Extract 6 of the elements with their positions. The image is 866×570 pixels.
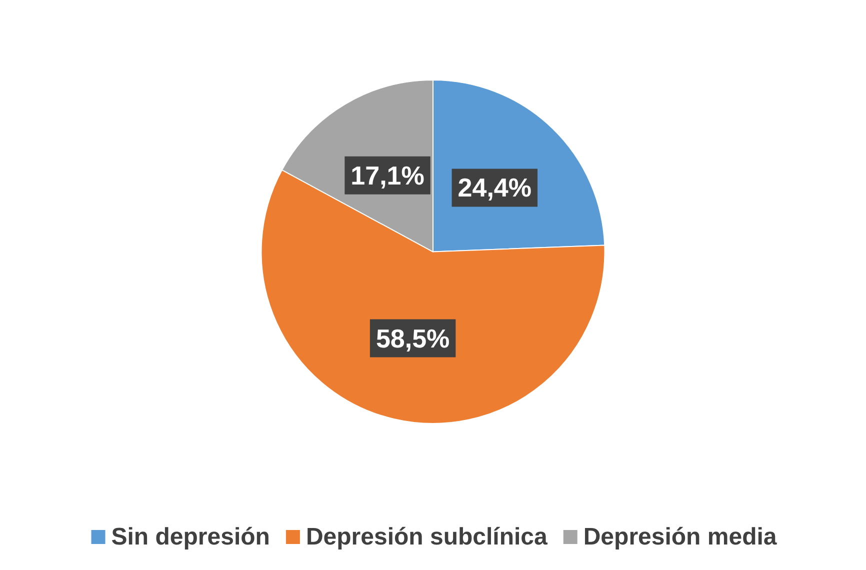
legend-label: Depresión subclínica [306,524,548,550]
data-label: 58,5% [376,323,450,354]
data-label: 17,1% [350,160,424,190]
data-label: 24,4% [458,172,532,203]
legend-label: Depresión media [583,524,778,550]
legend-label: Sin depresión [111,524,270,550]
